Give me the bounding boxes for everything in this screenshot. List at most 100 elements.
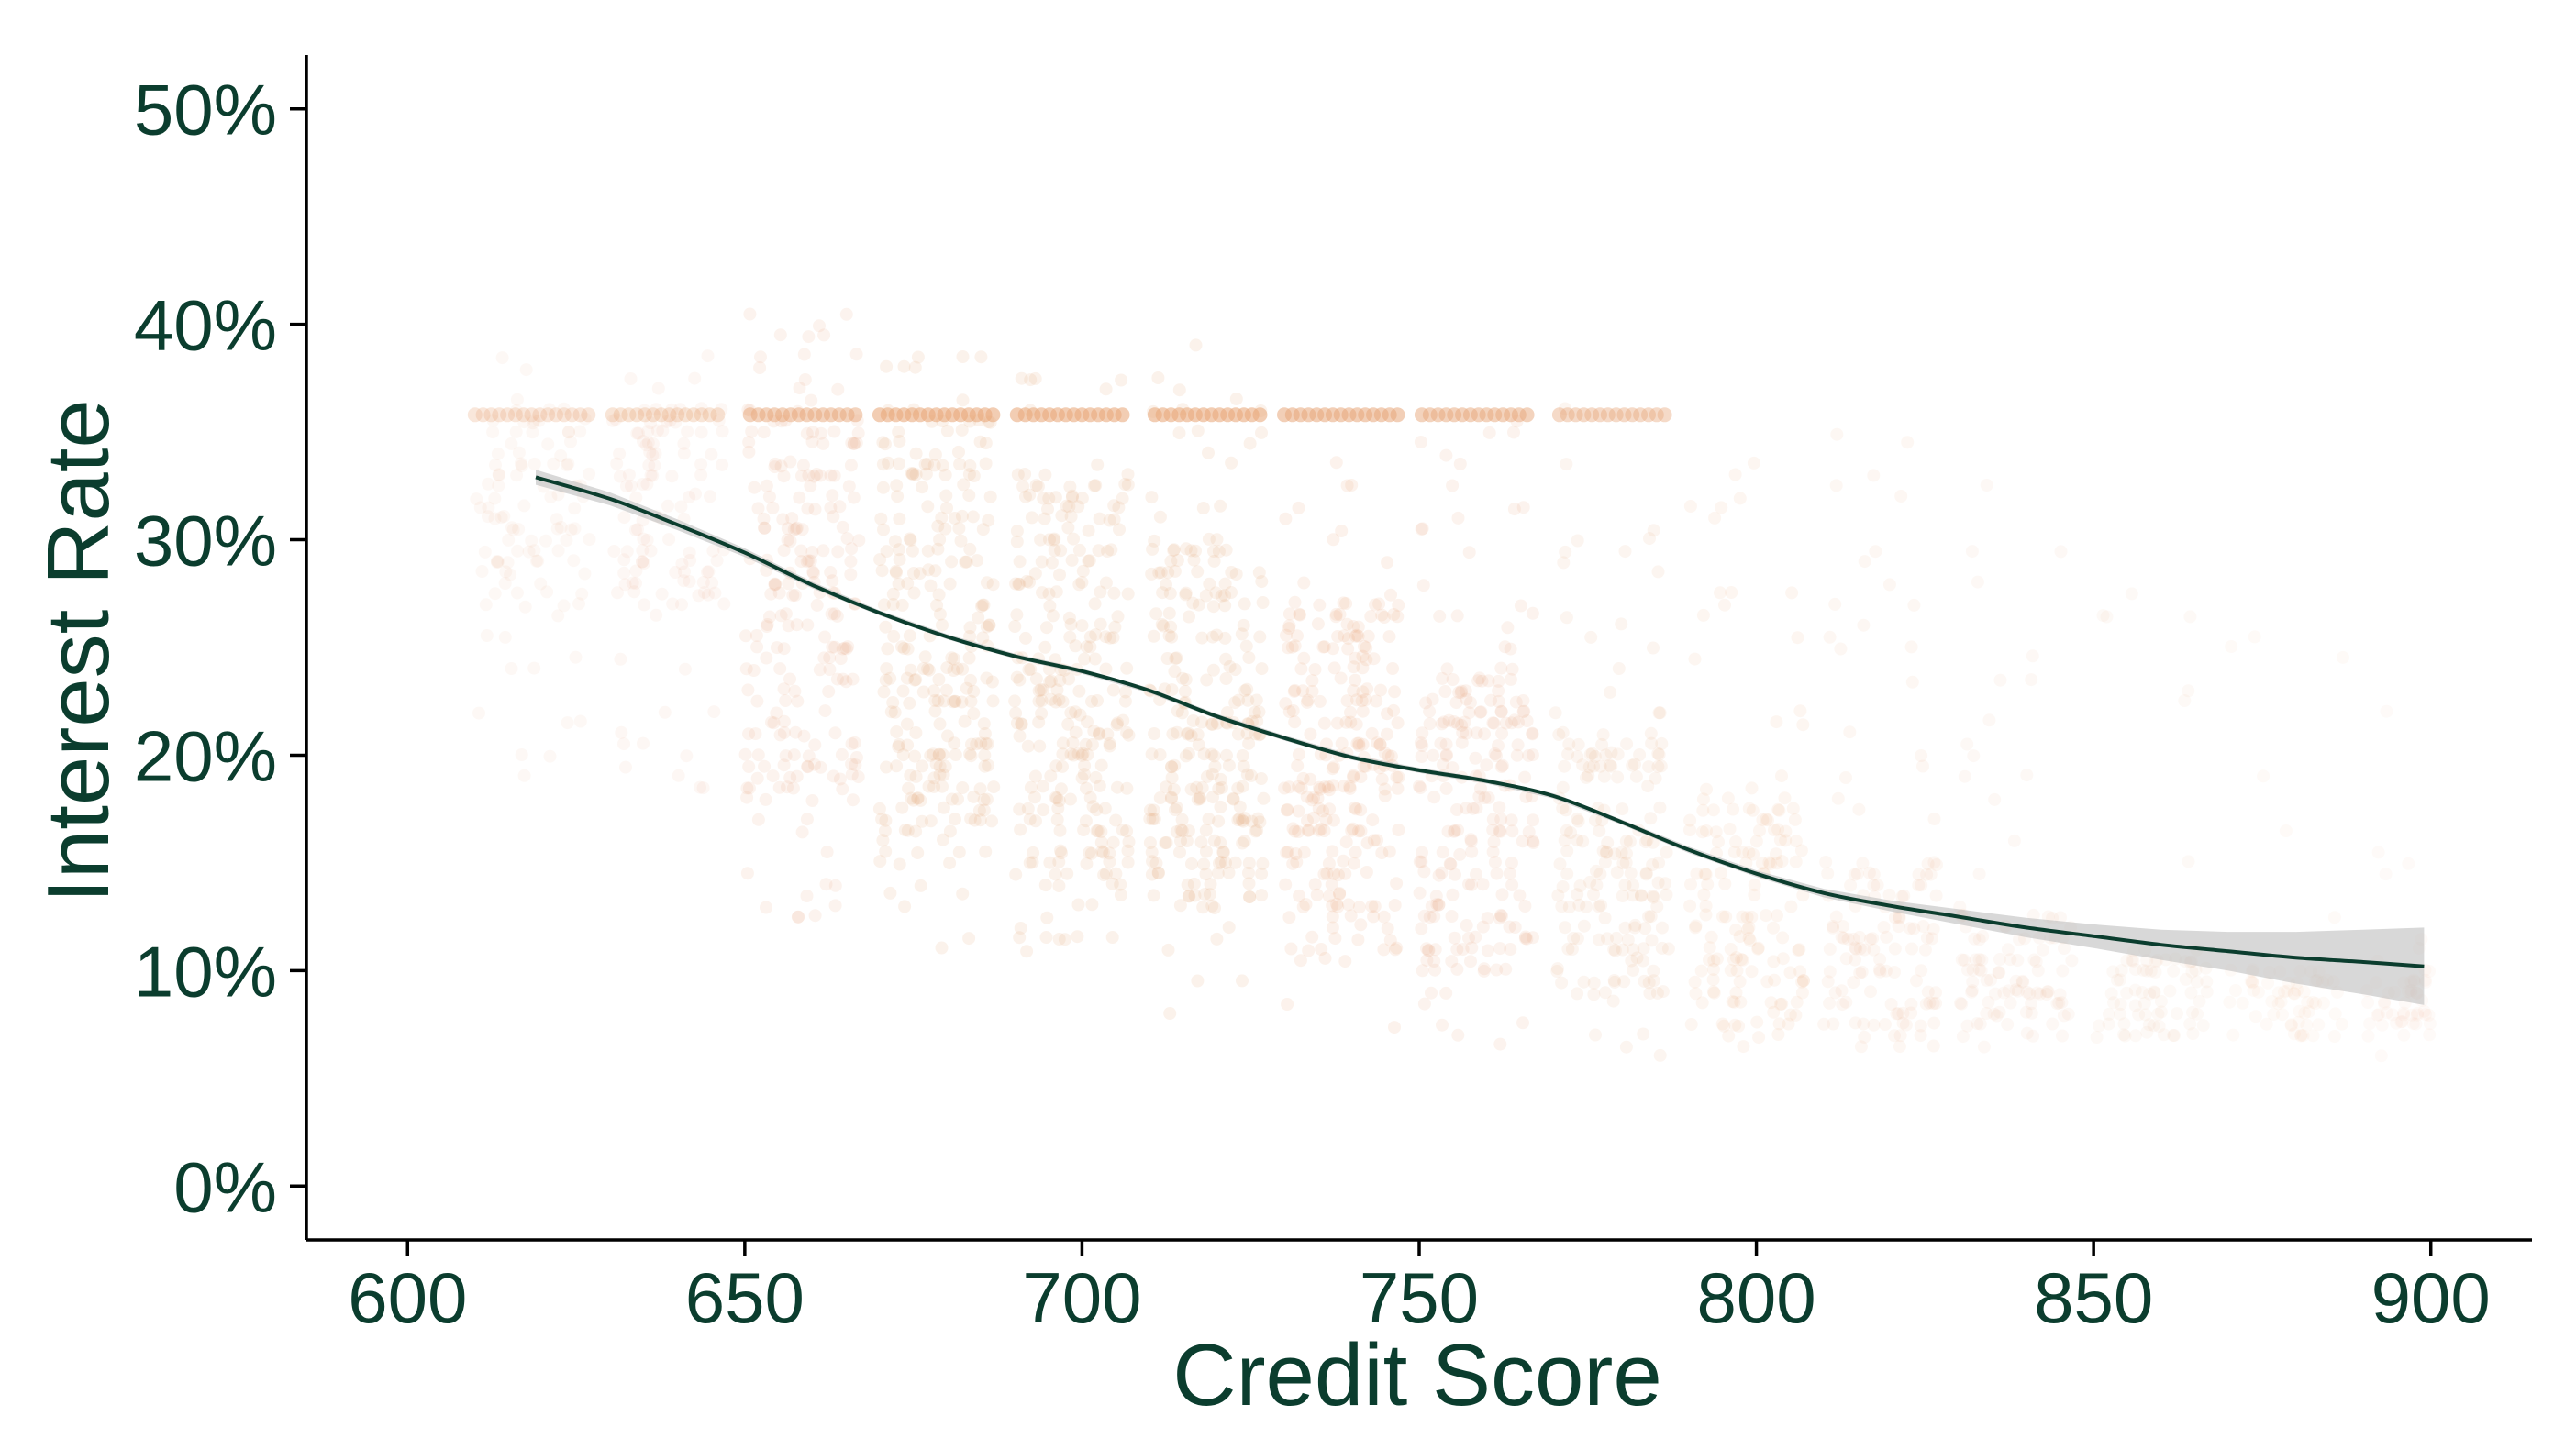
data-point xyxy=(1437,758,1449,771)
data-point xyxy=(1706,803,1720,817)
data-point xyxy=(1727,953,1740,967)
data-point xyxy=(505,662,518,675)
data-point xyxy=(1231,781,1245,795)
data-point xyxy=(622,468,636,481)
data-point xyxy=(1700,824,1713,837)
data-point xyxy=(845,436,859,449)
data-point xyxy=(1505,716,1518,730)
data-point xyxy=(1301,824,1315,837)
data-point xyxy=(921,458,934,470)
data-point xyxy=(2050,997,2064,1011)
data-point xyxy=(706,544,720,558)
data-point xyxy=(1143,836,1157,849)
data-point xyxy=(543,749,557,763)
data-point xyxy=(646,469,660,482)
data-point xyxy=(1795,986,1809,1000)
data-point xyxy=(1072,578,1086,592)
data-point xyxy=(1178,684,1192,698)
data-point xyxy=(1912,868,1926,881)
data-point xyxy=(557,599,571,613)
data-point xyxy=(1071,898,1085,912)
data-point xyxy=(1377,943,1391,957)
data-point xyxy=(1929,889,1943,902)
data-point xyxy=(1083,846,1096,859)
rate-cap-point xyxy=(694,407,709,423)
data-point xyxy=(1197,747,1211,761)
data-point xyxy=(1199,589,1213,603)
data-point xyxy=(1707,986,1721,1000)
data-point xyxy=(763,610,776,624)
data-point xyxy=(672,769,685,782)
data-point xyxy=(1707,954,1721,968)
data-point xyxy=(1882,888,1896,901)
data-point xyxy=(830,609,844,623)
data-point xyxy=(650,608,663,622)
data-point xyxy=(1576,835,1590,848)
data-point xyxy=(906,467,920,481)
data-point xyxy=(2157,1028,2171,1042)
data-point xyxy=(644,469,658,482)
data-point xyxy=(1580,770,1593,784)
data-point xyxy=(1742,932,1756,946)
data-point xyxy=(2054,545,2068,559)
data-point xyxy=(1167,543,1181,557)
data-point xyxy=(1640,834,1654,847)
data-point xyxy=(949,695,962,708)
data-point xyxy=(1912,879,1926,892)
data-point xyxy=(927,684,941,698)
data-point xyxy=(514,457,527,470)
data-point xyxy=(826,640,839,654)
data-point xyxy=(1388,685,1402,699)
data-point xyxy=(836,642,849,656)
data-point xyxy=(1727,846,1741,859)
data-point xyxy=(1607,974,1621,987)
data-point xyxy=(1282,622,1296,636)
data-point xyxy=(1206,663,1220,677)
data-point xyxy=(800,555,814,569)
data-point xyxy=(1307,791,1320,804)
data-point xyxy=(948,652,961,666)
data-point xyxy=(1559,545,1572,559)
data-point xyxy=(1210,932,1224,946)
data-point xyxy=(1186,596,1200,610)
data-point xyxy=(1171,704,1184,718)
data-point xyxy=(1345,479,1359,492)
data-point xyxy=(1770,857,1783,870)
data-point xyxy=(770,641,783,655)
data-point xyxy=(1360,682,1374,696)
data-point xyxy=(1828,597,1842,611)
data-point xyxy=(1647,964,1660,978)
data-point xyxy=(1432,868,1446,882)
data-point xyxy=(1823,942,1837,956)
data-point xyxy=(470,492,483,506)
data-point xyxy=(1493,942,1507,956)
data-point xyxy=(1185,857,1198,870)
data-point xyxy=(1571,888,1584,901)
data-point xyxy=(1176,671,1190,685)
data-point xyxy=(1195,631,1209,645)
data-point xyxy=(2335,1017,2348,1031)
data-point xyxy=(782,619,795,633)
data-point xyxy=(649,447,662,460)
data-point xyxy=(786,589,800,603)
data-point xyxy=(1147,889,1160,902)
data-point xyxy=(1595,737,1609,751)
data-point xyxy=(834,652,848,666)
data-point xyxy=(1779,834,1793,847)
data-point xyxy=(1598,986,1612,1000)
data-point xyxy=(665,403,679,416)
data-point xyxy=(1526,606,1539,620)
data-point xyxy=(1327,867,1341,880)
data-point xyxy=(643,446,657,459)
data-point xyxy=(1245,769,1258,782)
data-point xyxy=(637,532,650,546)
data-point xyxy=(1238,684,1252,698)
data-point xyxy=(2093,1019,2105,1033)
data-point xyxy=(749,727,762,741)
data-point xyxy=(1305,684,1319,698)
data-point xyxy=(504,568,517,581)
data-point xyxy=(517,769,531,782)
data-point xyxy=(1888,1029,1901,1043)
data-point xyxy=(618,578,632,592)
data-point xyxy=(1148,727,1161,740)
